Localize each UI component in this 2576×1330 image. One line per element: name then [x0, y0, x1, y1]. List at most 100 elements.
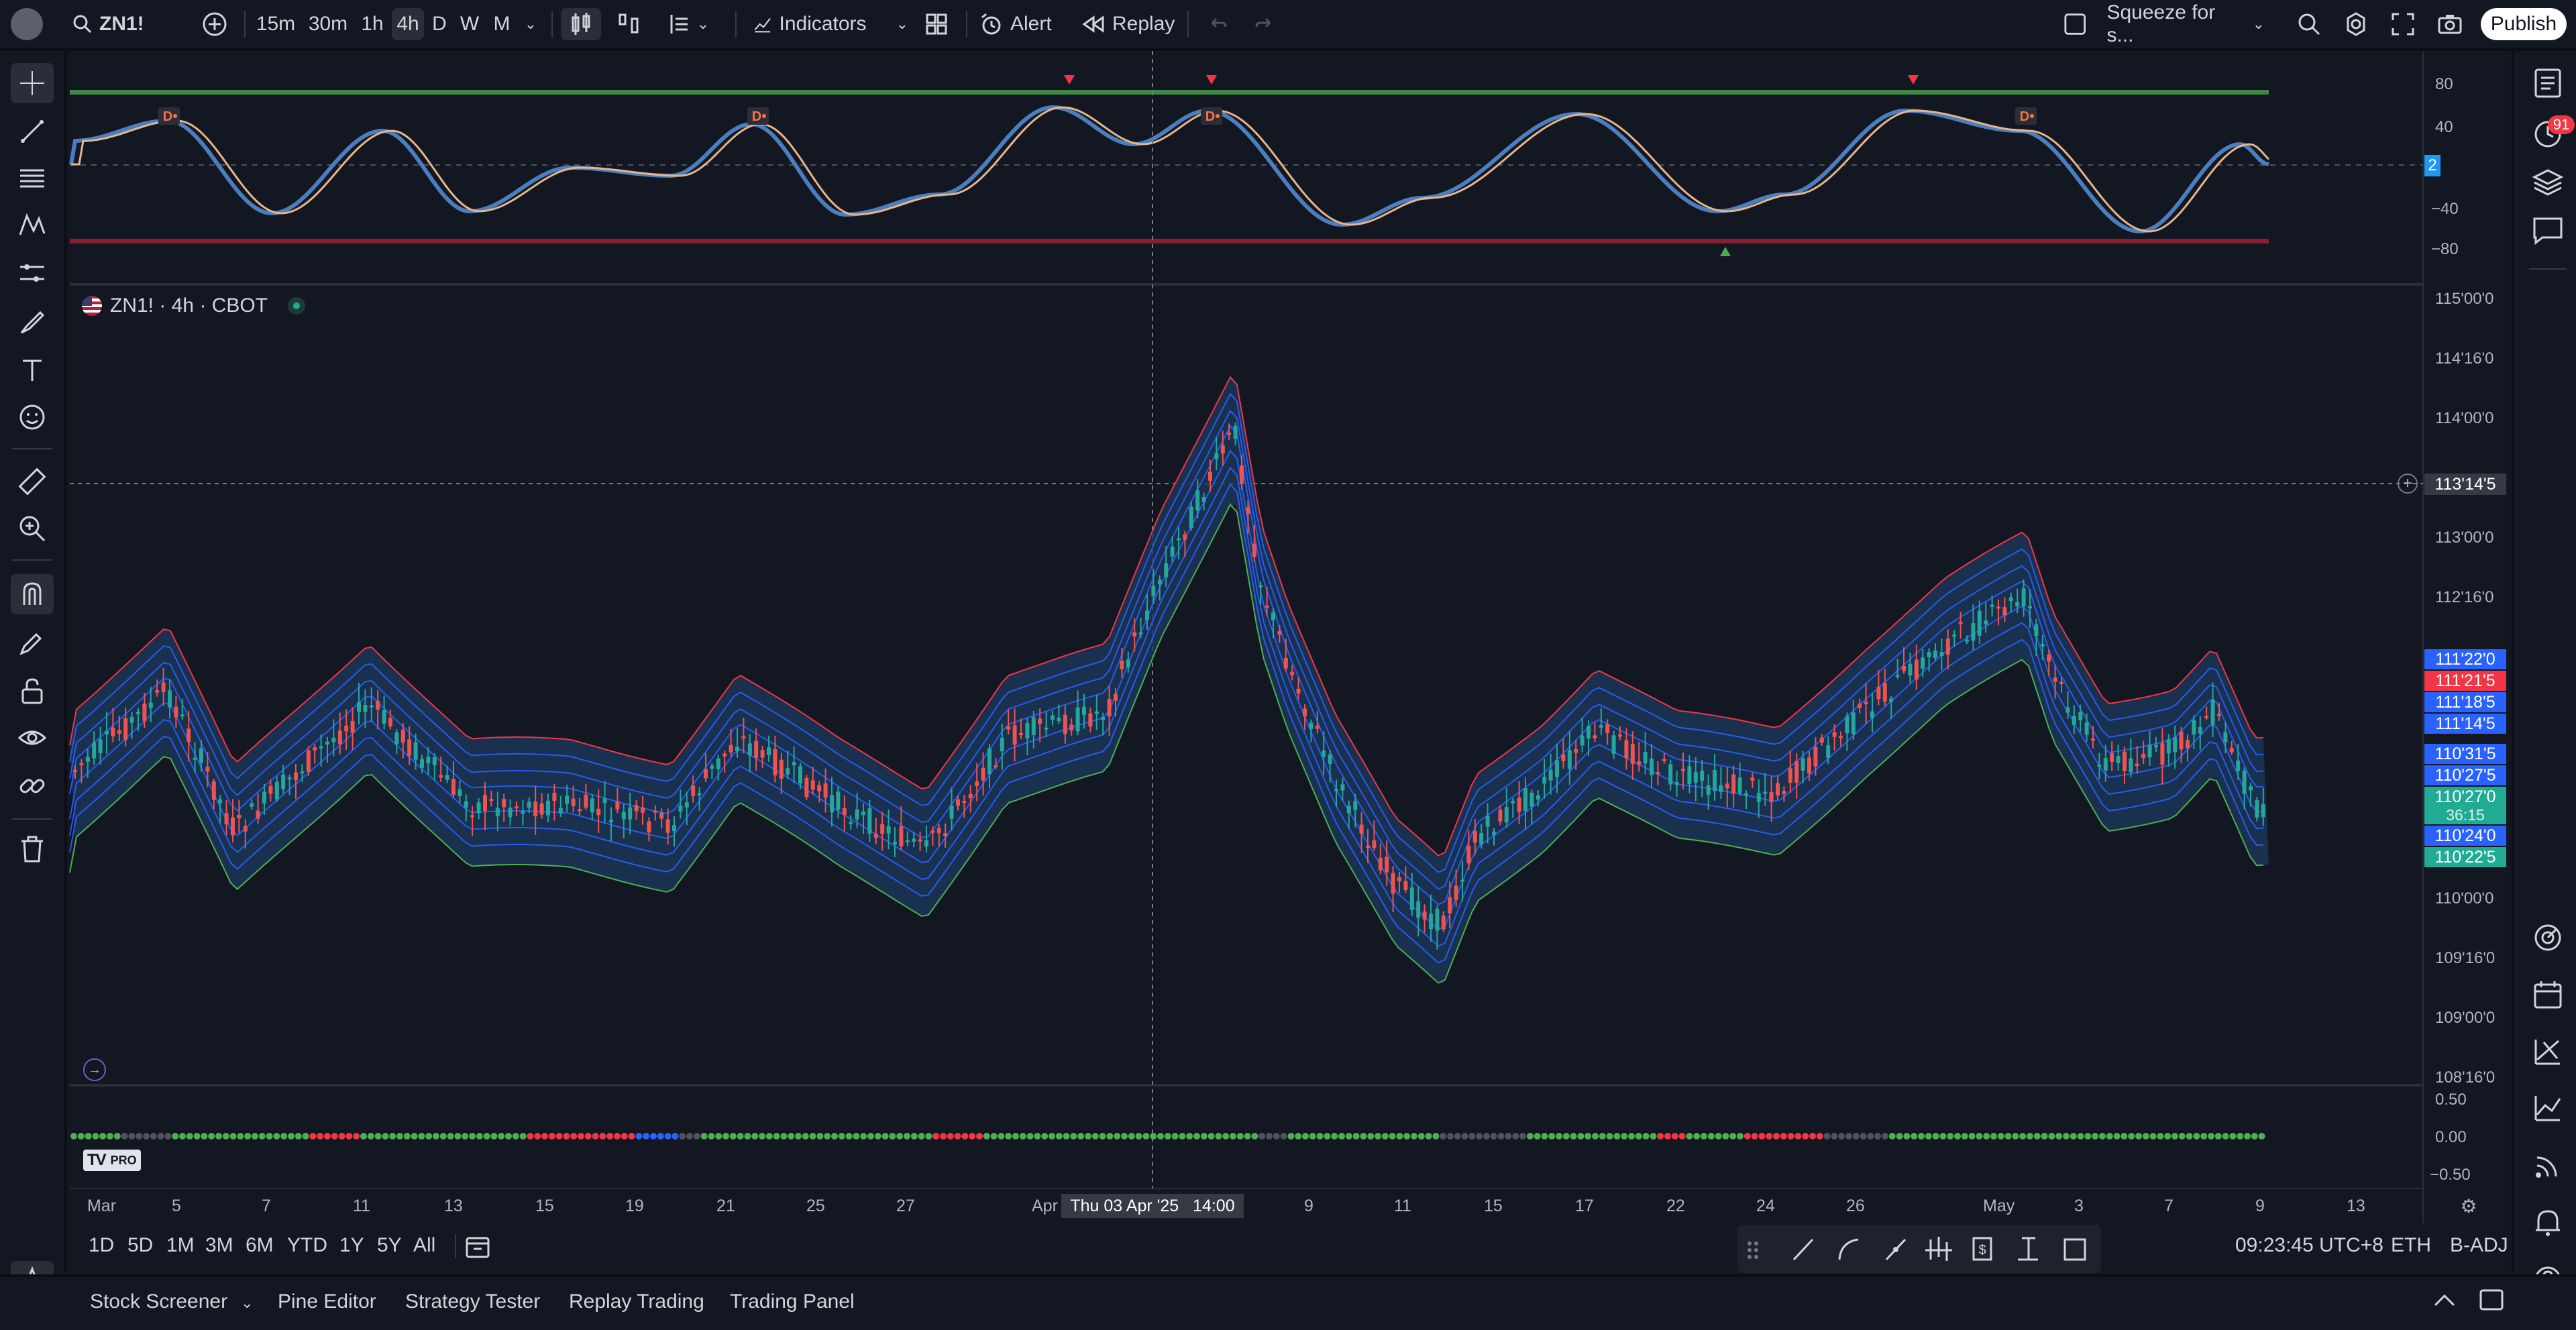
- interval-m[interactable]: M: [493, 13, 511, 35]
- chats-button[interactable]: [2529, 212, 2567, 250]
- hide-drawings-button[interactable]: [11, 718, 54, 758]
- ideas-button[interactable]: [2529, 1033, 2567, 1070]
- time-axis-settings-button[interactable]: ⚙: [2460, 1195, 2477, 1217]
- candle: [1031, 717, 1036, 735]
- keep-drawing-button[interactable]: [11, 622, 54, 663]
- undo-button[interactable]: [1201, 8, 1234, 40]
- settings-button[interactable]: [2340, 8, 2372, 40]
- range-1m[interactable]: 1M: [166, 1234, 195, 1256]
- candle: [602, 798, 607, 803]
- candle: [735, 746, 739, 751]
- maximize-panel-button[interactable]: [2477, 1286, 2506, 1313]
- tab-trading-panel[interactable]: Trading Panel: [730, 1290, 855, 1313]
- chart-legend[interactable]: ZN1! · 4h · CBOT: [82, 294, 306, 318]
- quick-search-button[interactable]: [2293, 8, 2325, 40]
- range-all[interactable]: All: [413, 1234, 436, 1256]
- go-to-realtime-button[interactable]: →: [83, 1058, 106, 1081]
- collapse-panel-button[interactable]: [2430, 1286, 2459, 1313]
- interval-15m[interactable]: 15m: [256, 13, 296, 35]
- tab-stock-screener[interactable]: Stock Screener ⌄: [90, 1290, 254, 1313]
- curve-tool-icon[interactable]: [1838, 1238, 1859, 1260]
- squeeze-dot: [1621, 1133, 1628, 1140]
- interval-d[interactable]: D: [432, 13, 447, 35]
- user-avatar[interactable]: [11, 8, 43, 40]
- watchlist-button[interactable]: [2529, 64, 2567, 102]
- rectangle-tool-icon[interactable]: [2063, 1238, 2086, 1261]
- crosshair-add-button[interactable]: +: [2398, 474, 2418, 494]
- fullscreen-button[interactable]: [2387, 8, 2419, 40]
- path-tool-icon[interactable]: [1885, 1238, 1907, 1261]
- symbol-search[interactable]: ZN1!: [72, 8, 160, 40]
- streams-button[interactable]: [2529, 1147, 2567, 1184]
- sync-drawings-button[interactable]: [11, 766, 54, 806]
- price-range-icon[interactable]: $: [1972, 1237, 1992, 1261]
- magnet-mode-button[interactable]: [11, 574, 54, 614]
- adjustment-toggle[interactable]: B-ADJ: [2450, 1234, 2508, 1256]
- forecast-tool[interactable]: [11, 254, 54, 294]
- floating-drawing-toolbar[interactable]: $: [1737, 1225, 2101, 1273]
- notifications-button[interactable]: [2529, 1203, 2567, 1241]
- crosshair-tool[interactable]: [11, 63, 54, 103]
- chart-type-candles-button[interactable]: [561, 8, 601, 40]
- candlestick-series[interactable]: [73, 423, 2265, 950]
- pine-scripts-button[interactable]: [2529, 1089, 2567, 1127]
- object-tree-button[interactable]: [2529, 164, 2567, 201]
- tradingview-logo[interactable]: TV PRO: [83, 1150, 141, 1171]
- range-5d[interactable]: 5D: [127, 1234, 154, 1256]
- squeeze-pane[interactable]: [70, 1133, 2265, 1140]
- tab-pine-editor[interactable]: Pine Editor: [278, 1290, 376, 1313]
- interval-4h[interactable]: 4h: [392, 8, 424, 40]
- fib-tool[interactable]: [11, 158, 54, 199]
- clock-display[interactable]: 09:23:45 UTC+8: [2235, 1234, 2383, 1256]
- measure-tool[interactable]: [11, 461, 54, 502]
- interval-dropdown[interactable]: ⌄: [524, 15, 537, 32]
- lock-drawings-button[interactable]: [11, 671, 54, 711]
- replay-button[interactable]: Replay: [1081, 8, 1175, 40]
- redo-button[interactable]: [1248, 8, 1281, 40]
- chart-style-button[interactable]: ⌄: [657, 8, 718, 40]
- alert-button[interactable]: Alert: [979, 8, 1063, 40]
- line-tool-icon[interactable]: [1792, 1238, 1814, 1261]
- layout-select[interactable]: Squeeze for s... ⌄: [2063, 1, 2265, 46]
- interval-w[interactable]: W: [460, 13, 480, 35]
- range-1y[interactable]: 1Y: [339, 1234, 364, 1256]
- interval-30m[interactable]: 30m: [308, 13, 348, 35]
- calendar-button[interactable]: [2529, 977, 2567, 1014]
- indicator-templates-button[interactable]: [922, 8, 951, 40]
- trend-line-tool[interactable]: [11, 111, 54, 152]
- remove-drawings-button[interactable]: [11, 829, 54, 869]
- range-1d[interactable]: 1D: [89, 1234, 115, 1256]
- price-pane[interactable]: [69, 51, 2423, 1188]
- technicals-button[interactable]: [2529, 919, 2567, 956]
- market-status-icon[interactable]: [288, 297, 306, 315]
- text-anchor-icon[interactable]: [2018, 1237, 2038, 1261]
- snapshot-button[interactable]: [2434, 8, 2466, 40]
- pattern-tool[interactable]: [11, 205, 54, 245]
- candle: [1233, 425, 1238, 439]
- text-tool[interactable]: [11, 350, 54, 390]
- publish-button[interactable]: Publish: [2481, 8, 2567, 40]
- squeeze-dot: [512, 1133, 519, 1140]
- tab-strategy-tester[interactable]: Strategy Tester: [405, 1290, 541, 1313]
- range-5y[interactable]: 5Y: [377, 1234, 402, 1256]
- range-ytd[interactable]: YTD: [287, 1234, 327, 1256]
- range-3m[interactable]: 3M: [205, 1234, 233, 1256]
- brush-tool[interactable]: [11, 302, 54, 342]
- range-6m[interactable]: 6M: [246, 1234, 274, 1256]
- bar-chart-type-button[interactable]: [610, 8, 648, 40]
- link-icon: [19, 779, 45, 793]
- session-toggle[interactable]: ETH: [2391, 1234, 2431, 1256]
- icon-tool[interactable]: [11, 397, 54, 437]
- go-to-date-button[interactable]: [463, 1231, 492, 1261]
- bars-pattern-icon[interactable]: [1925, 1237, 1952, 1261]
- tab-replay-trading[interactable]: Replay Trading: [569, 1290, 704, 1313]
- interval-1h[interactable]: 1h: [361, 13, 384, 35]
- candle: [1403, 881, 1408, 890]
- zoom-tool[interactable]: [11, 508, 54, 549]
- indicators-button[interactable]: Indicators ⌄: [754, 8, 908, 40]
- squeeze-dot: [1701, 1133, 1707, 1140]
- compare-symbol-button[interactable]: [199, 8, 231, 40]
- squeeze-dot: [1157, 1133, 1164, 1140]
